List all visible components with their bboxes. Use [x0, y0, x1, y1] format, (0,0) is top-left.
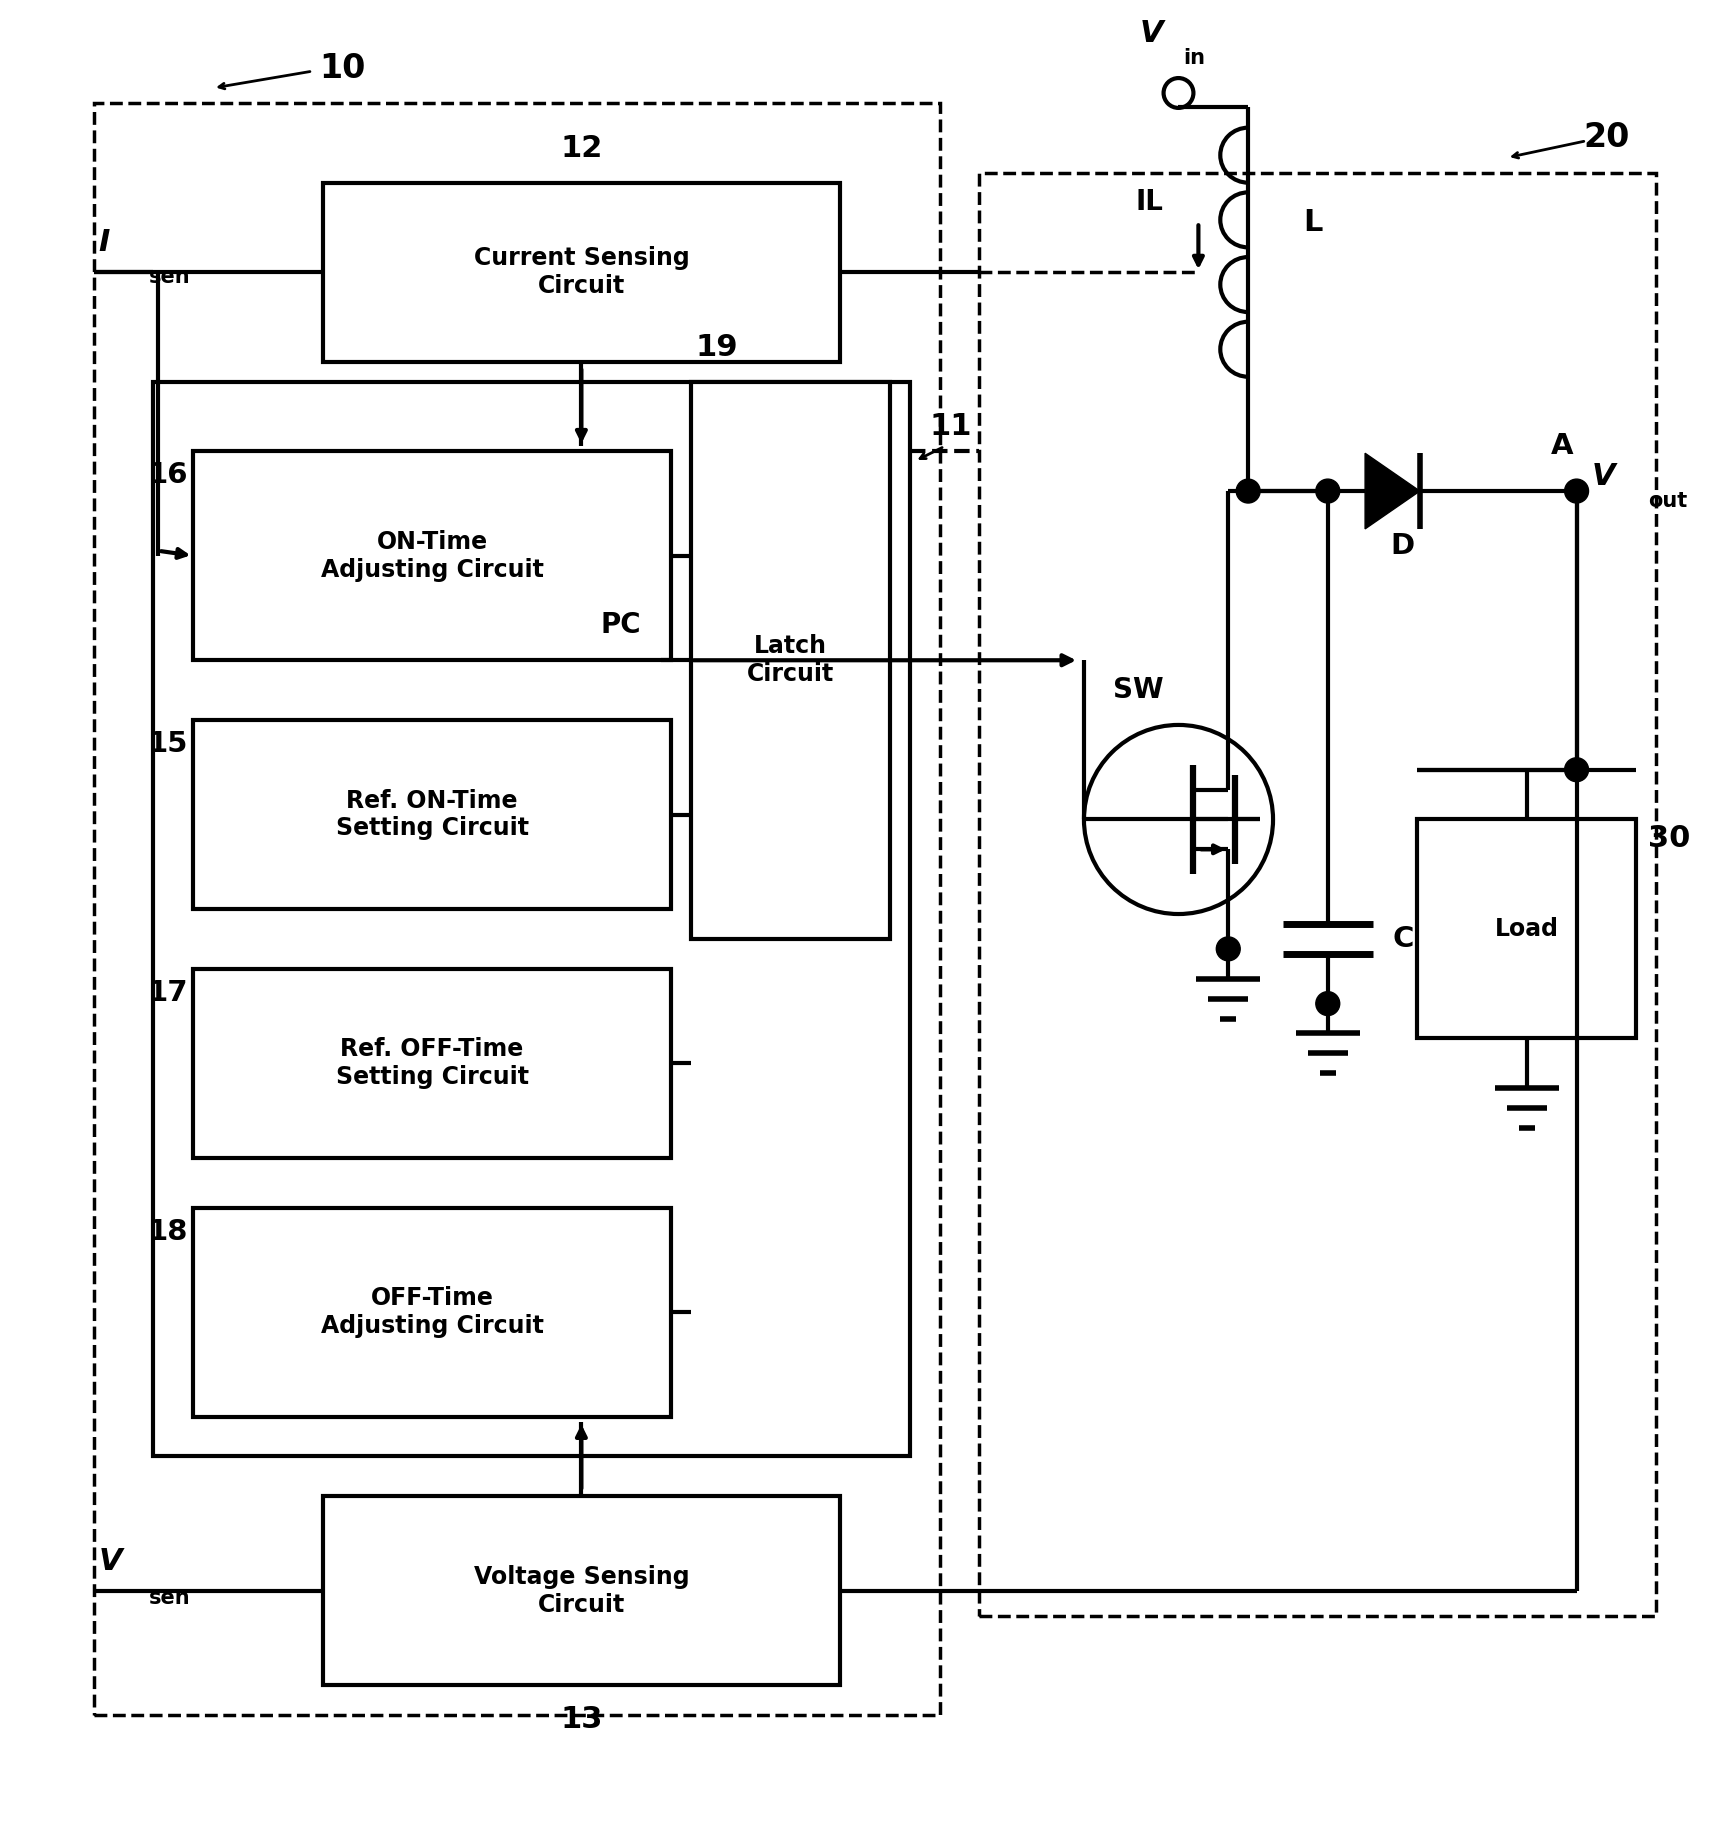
Bar — [980, 173, 1657, 1616]
Text: 13: 13 — [560, 1705, 602, 1734]
Text: 19: 19 — [696, 333, 739, 362]
Bar — [1417, 820, 1636, 1039]
Text: Latch
Circuit: Latch Circuit — [746, 634, 835, 686]
Circle shape — [1315, 991, 1339, 1015]
Text: in: in — [1183, 48, 1206, 68]
Circle shape — [1565, 480, 1589, 504]
Text: 10: 10 — [319, 51, 366, 85]
Text: 18: 18 — [147, 1217, 189, 1245]
Text: 11: 11 — [930, 412, 972, 441]
Text: Ref. OFF-Time
Setting Circuit: Ref. OFF-Time Setting Circuit — [335, 1037, 529, 1089]
Bar — [193, 451, 671, 660]
Text: C: C — [1393, 925, 1414, 953]
Text: Ref. ON-Time
Setting Circuit: Ref. ON-Time Setting Circuit — [335, 789, 529, 840]
Circle shape — [1565, 758, 1589, 782]
Text: Voltage Sensing
Circuit: Voltage Sensing Circuit — [474, 1565, 689, 1616]
Bar — [94, 103, 940, 1716]
Bar — [691, 383, 890, 940]
Bar — [193, 1208, 671, 1416]
Text: sen: sen — [149, 267, 191, 287]
Polygon shape — [1365, 452, 1419, 530]
Text: IL: IL — [1136, 188, 1164, 217]
Text: 17: 17 — [147, 978, 189, 1006]
Bar — [323, 1497, 840, 1685]
Text: ON-Time
Adjusting Circuit: ON-Time Adjusting Circuit — [321, 530, 543, 581]
Text: I: I — [99, 228, 109, 257]
Text: V: V — [99, 1547, 123, 1576]
Text: OFF-Time
Adjusting Circuit: OFF-Time Adjusting Circuit — [321, 1285, 543, 1339]
Circle shape — [1315, 480, 1339, 504]
Text: 16: 16 — [147, 462, 189, 489]
Text: A: A — [1551, 432, 1574, 460]
Circle shape — [1237, 480, 1260, 504]
Text: D: D — [1390, 531, 1414, 559]
Text: 15: 15 — [147, 730, 189, 758]
Circle shape — [1216, 936, 1241, 960]
Bar — [323, 182, 840, 362]
Text: L: L — [1303, 208, 1322, 237]
Text: V: V — [1591, 462, 1615, 491]
Text: SW: SW — [1114, 677, 1164, 704]
Text: V: V — [1140, 18, 1164, 48]
Text: Load: Load — [1496, 918, 1558, 942]
Text: Current Sensing
Circuit: Current Sensing Circuit — [474, 246, 689, 298]
Text: PC: PC — [600, 611, 642, 640]
Bar — [193, 719, 671, 908]
Text: 20: 20 — [1584, 121, 1629, 154]
Bar — [153, 383, 909, 1456]
Text: sen: sen — [149, 1587, 191, 1607]
Bar — [193, 969, 671, 1159]
Text: 30: 30 — [1648, 824, 1690, 853]
Text: 12: 12 — [560, 134, 602, 162]
Text: out: out — [1648, 491, 1688, 511]
